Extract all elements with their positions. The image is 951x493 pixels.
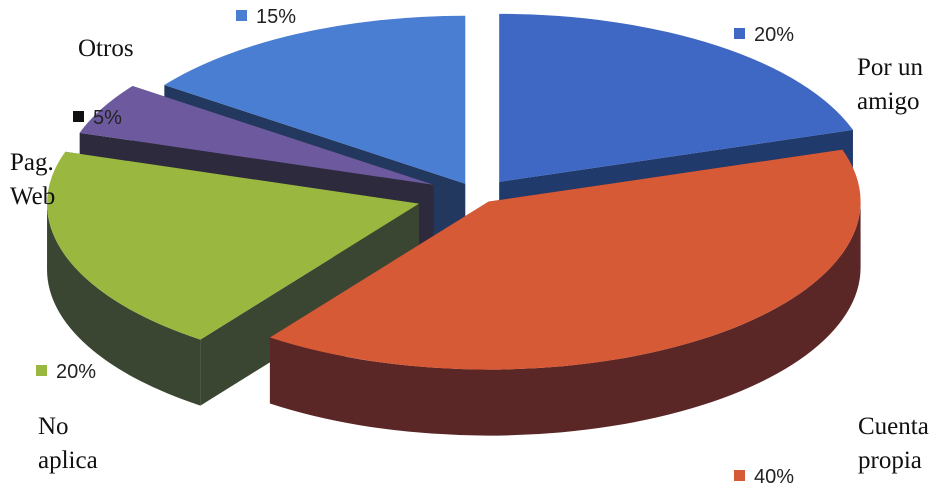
pie-slice-top-no-aplica	[47, 151, 420, 340]
pie-slice-top-cuenta-propia	[269, 149, 861, 370]
pie-slice-side-cuenta-propia	[269, 201, 861, 436]
pct-marker-cuenta-propia	[734, 470, 745, 481]
pct-marker-pag-web	[73, 111, 84, 122]
pct-marker-por-un-amigo	[734, 28, 745, 39]
pct-label-pag-web: 5%	[93, 107, 122, 129]
slices-layer	[47, 13, 861, 436]
category-label-cuenta-propia: Cuenta propia	[858, 413, 929, 474]
pct-marker-otros	[236, 10, 247, 21]
pie-slice-top-otros	[164, 15, 466, 184]
pie-slice-side-no-aplica	[47, 203, 201, 406]
labels-layer: 20% Por un amigo 40% Cuenta propia 20% No aplica…	[10, 6, 929, 488]
pie-slice-top-pag-web	[79, 86, 434, 185]
pct-label-no-aplica: 20%	[56, 361, 96, 383]
pct-label-cuenta-propia: 40%	[754, 466, 794, 488]
category-label-pag-web: Pag. Web	[10, 149, 55, 210]
category-label-por-un-amigo: Por un amigo	[857, 54, 923, 115]
pct-label-por-un-amigo: 20%	[754, 24, 794, 46]
pct-marker-no-aplica	[36, 365, 47, 376]
category-label-otros: Otros	[78, 35, 134, 62]
pct-label-otros: 15%	[256, 6, 296, 28]
pie-slice-top-por-un-amigo	[499, 13, 853, 182]
pie-slice-cuenta-propia	[269, 149, 861, 436]
pie-slice-no-aplica	[47, 151, 420, 406]
category-label-no-aplica: No aplica	[38, 413, 98, 474]
